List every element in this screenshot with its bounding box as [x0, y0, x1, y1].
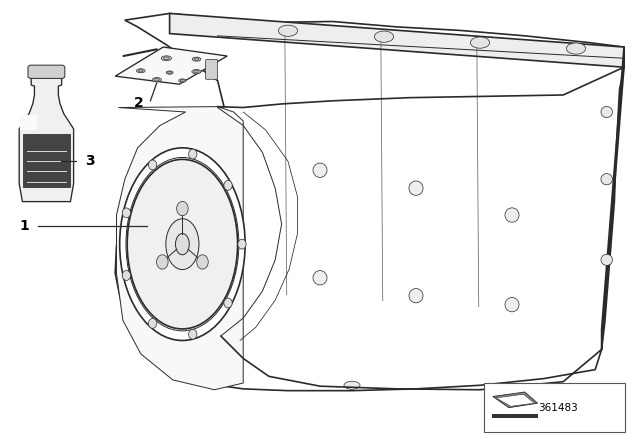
Ellipse shape	[168, 72, 172, 73]
Text: 361483: 361483	[538, 403, 578, 413]
Ellipse shape	[148, 319, 157, 328]
Polygon shape	[115, 47, 227, 84]
Ellipse shape	[224, 298, 232, 308]
FancyBboxPatch shape	[20, 115, 37, 130]
Ellipse shape	[122, 271, 131, 280]
Ellipse shape	[238, 239, 246, 249]
Ellipse shape	[166, 71, 173, 74]
Text: 2: 2	[134, 96, 144, 110]
Ellipse shape	[189, 149, 197, 159]
Ellipse shape	[175, 233, 189, 255]
Ellipse shape	[134, 169, 231, 319]
FancyBboxPatch shape	[28, 65, 65, 78]
Ellipse shape	[374, 31, 394, 42]
Ellipse shape	[138, 69, 143, 72]
Text: 1: 1	[19, 219, 29, 233]
Polygon shape	[492, 414, 538, 418]
Ellipse shape	[470, 37, 490, 48]
Ellipse shape	[566, 43, 586, 54]
Ellipse shape	[313, 163, 327, 177]
FancyBboxPatch shape	[205, 60, 218, 79]
Ellipse shape	[157, 255, 168, 269]
Ellipse shape	[166, 219, 199, 270]
Ellipse shape	[409, 181, 423, 195]
Ellipse shape	[189, 329, 197, 339]
Ellipse shape	[127, 159, 237, 329]
Polygon shape	[19, 76, 74, 202]
Text: 3: 3	[84, 154, 95, 168]
Ellipse shape	[224, 181, 232, 190]
Ellipse shape	[120, 148, 245, 340]
Ellipse shape	[409, 289, 423, 303]
Polygon shape	[496, 394, 534, 406]
Ellipse shape	[194, 70, 199, 73]
Ellipse shape	[344, 381, 360, 389]
Ellipse shape	[505, 297, 519, 312]
Ellipse shape	[192, 69, 201, 74]
Ellipse shape	[196, 255, 208, 269]
Ellipse shape	[180, 80, 184, 82]
Ellipse shape	[122, 208, 131, 218]
Ellipse shape	[148, 160, 157, 170]
Ellipse shape	[194, 58, 199, 60]
Ellipse shape	[601, 173, 612, 185]
Polygon shape	[116, 107, 243, 390]
Ellipse shape	[154, 78, 159, 81]
Polygon shape	[602, 47, 624, 349]
Ellipse shape	[179, 79, 186, 82]
Bar	[484, 383, 625, 432]
Polygon shape	[115, 13, 624, 391]
Polygon shape	[170, 13, 624, 67]
Ellipse shape	[164, 57, 169, 60]
Ellipse shape	[313, 271, 327, 285]
Ellipse shape	[601, 254, 612, 265]
Ellipse shape	[136, 69, 145, 73]
Ellipse shape	[177, 202, 188, 216]
Ellipse shape	[278, 25, 298, 36]
Ellipse shape	[601, 106, 612, 117]
Bar	[23, 134, 70, 186]
Polygon shape	[493, 392, 538, 408]
Ellipse shape	[152, 78, 161, 82]
Ellipse shape	[505, 208, 519, 222]
Ellipse shape	[192, 57, 201, 61]
Ellipse shape	[161, 56, 172, 60]
